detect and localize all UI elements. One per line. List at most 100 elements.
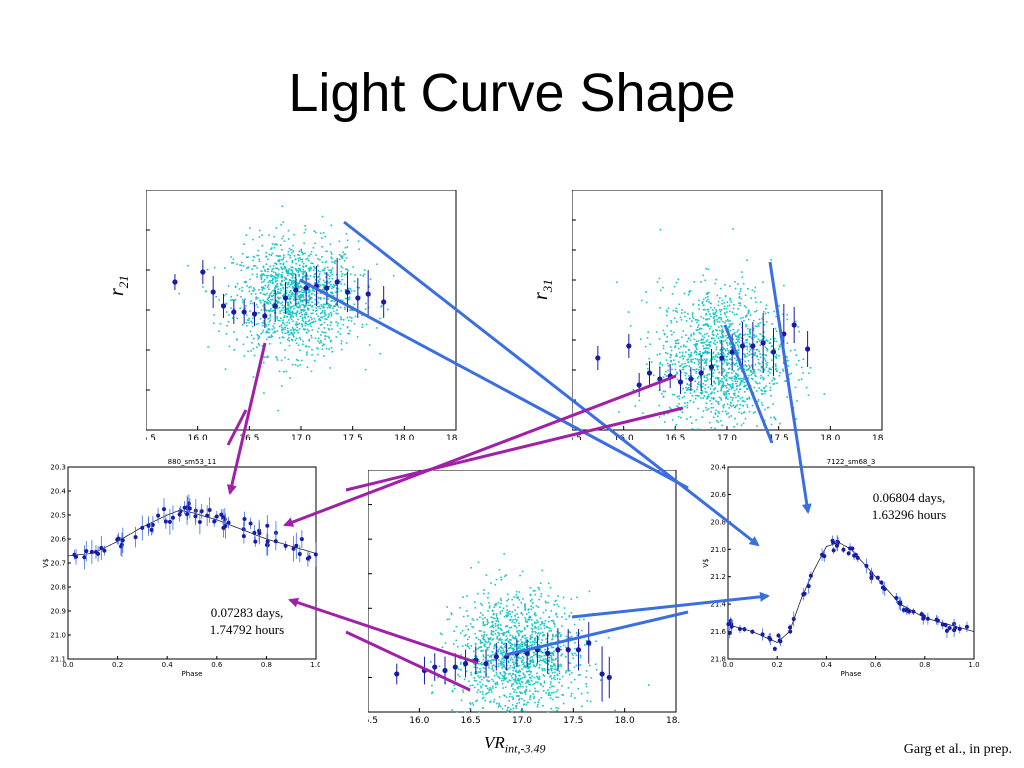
scatter-point [251,321,253,324]
scatter-point [731,322,734,325]
scatter-point [480,612,482,614]
scatter-point [342,323,345,326]
scatter-point [285,311,288,313]
scatter-point [501,679,503,682]
obs-point [291,546,296,551]
scatter-point [549,683,552,686]
scatter-point [550,681,552,683]
scatter-point [299,299,302,302]
scatter-point [736,423,739,425]
scatter-point [731,311,734,314]
y-tick-label: 20.4 [710,464,726,472]
scatter-point [698,366,701,368]
scatter-point [579,664,582,666]
scatter-point [506,706,509,709]
scatter-point [290,318,293,321]
binned-point [282,295,289,301]
scatter-point [716,320,719,323]
scatter-point [296,283,298,286]
scatter-point [706,391,708,394]
scatter-point [722,330,725,333]
scatter-point [541,639,543,641]
scatter-point [525,621,527,623]
scatter-point [482,696,485,699]
scatter-point [259,299,261,302]
scatter-point [332,307,334,310]
scatter-point [542,631,544,634]
scatter-point [285,260,288,263]
scatter-point [283,256,285,259]
scatter-point [589,644,592,646]
scatter-point [698,328,701,331]
scatter-point [718,380,720,383]
scatter-point [297,302,300,305]
scatter-point [690,422,693,424]
scatter-point [718,382,720,384]
scatter-point [287,330,289,332]
scatter-point [269,317,271,319]
scatter-point [338,240,341,243]
scatter-point [309,298,311,301]
scatter-point [713,313,716,316]
scatter-point [698,395,700,397]
scatter-point [766,340,769,342]
scatter-point [659,228,662,231]
scatter-point [317,315,319,318]
scatter-point [552,652,555,655]
scatter-point [498,568,501,571]
scatter-point [524,641,527,643]
scatter-point [665,375,668,377]
scatter-point [308,345,310,348]
scatter-point [720,381,723,383]
obs-point [831,548,836,553]
scatter-point [763,336,765,338]
scatter-point [524,693,527,695]
scatter-point [761,390,763,392]
obs-point [729,624,734,629]
scatter-point [754,351,757,354]
scatter-point [529,673,531,676]
scatter-point [722,348,725,350]
scatter-point [732,338,734,340]
x-tick-label: 0.6 [870,661,882,669]
scatter-point [558,670,560,673]
scatter-point [272,275,274,278]
scatter-point [585,683,587,685]
scatter-point [504,704,507,707]
scatter-point [733,378,736,380]
scatter-point [326,266,329,269]
scatter-point [275,243,277,245]
scatter-point [565,671,567,674]
scatter-point [289,272,292,275]
x-tick-label: 0.0 [722,661,733,669]
scatter-point [723,391,725,393]
scatter-point [297,260,300,262]
scatter-point [279,319,281,322]
scatter-point [255,298,257,300]
scatter-point [519,692,522,694]
scatter-point [232,262,235,264]
scatter-point [506,609,509,611]
scatter-point [282,328,285,330]
scatter-point [768,382,771,385]
scatter-point [663,333,666,336]
scatter-point [702,367,705,369]
arrow-r21-to-lc7122-b [299,278,689,490]
scatter-point [303,313,306,316]
scatter-point [743,341,745,344]
scatter-point [680,416,682,419]
scatter-point [727,412,729,415]
scatter-point [557,674,559,676]
scatter-point [460,654,462,656]
scatter-point [536,619,538,622]
scatter-point [267,299,270,302]
scatter-point [528,654,530,657]
scatter-point [282,319,284,322]
scatter-point [717,337,720,339]
scatter-point [471,625,473,628]
scatter-point [511,611,514,613]
scatter-point [206,268,209,271]
scatter-point [483,631,485,633]
scatter-point [685,364,688,367]
scatter-point [698,358,701,361]
